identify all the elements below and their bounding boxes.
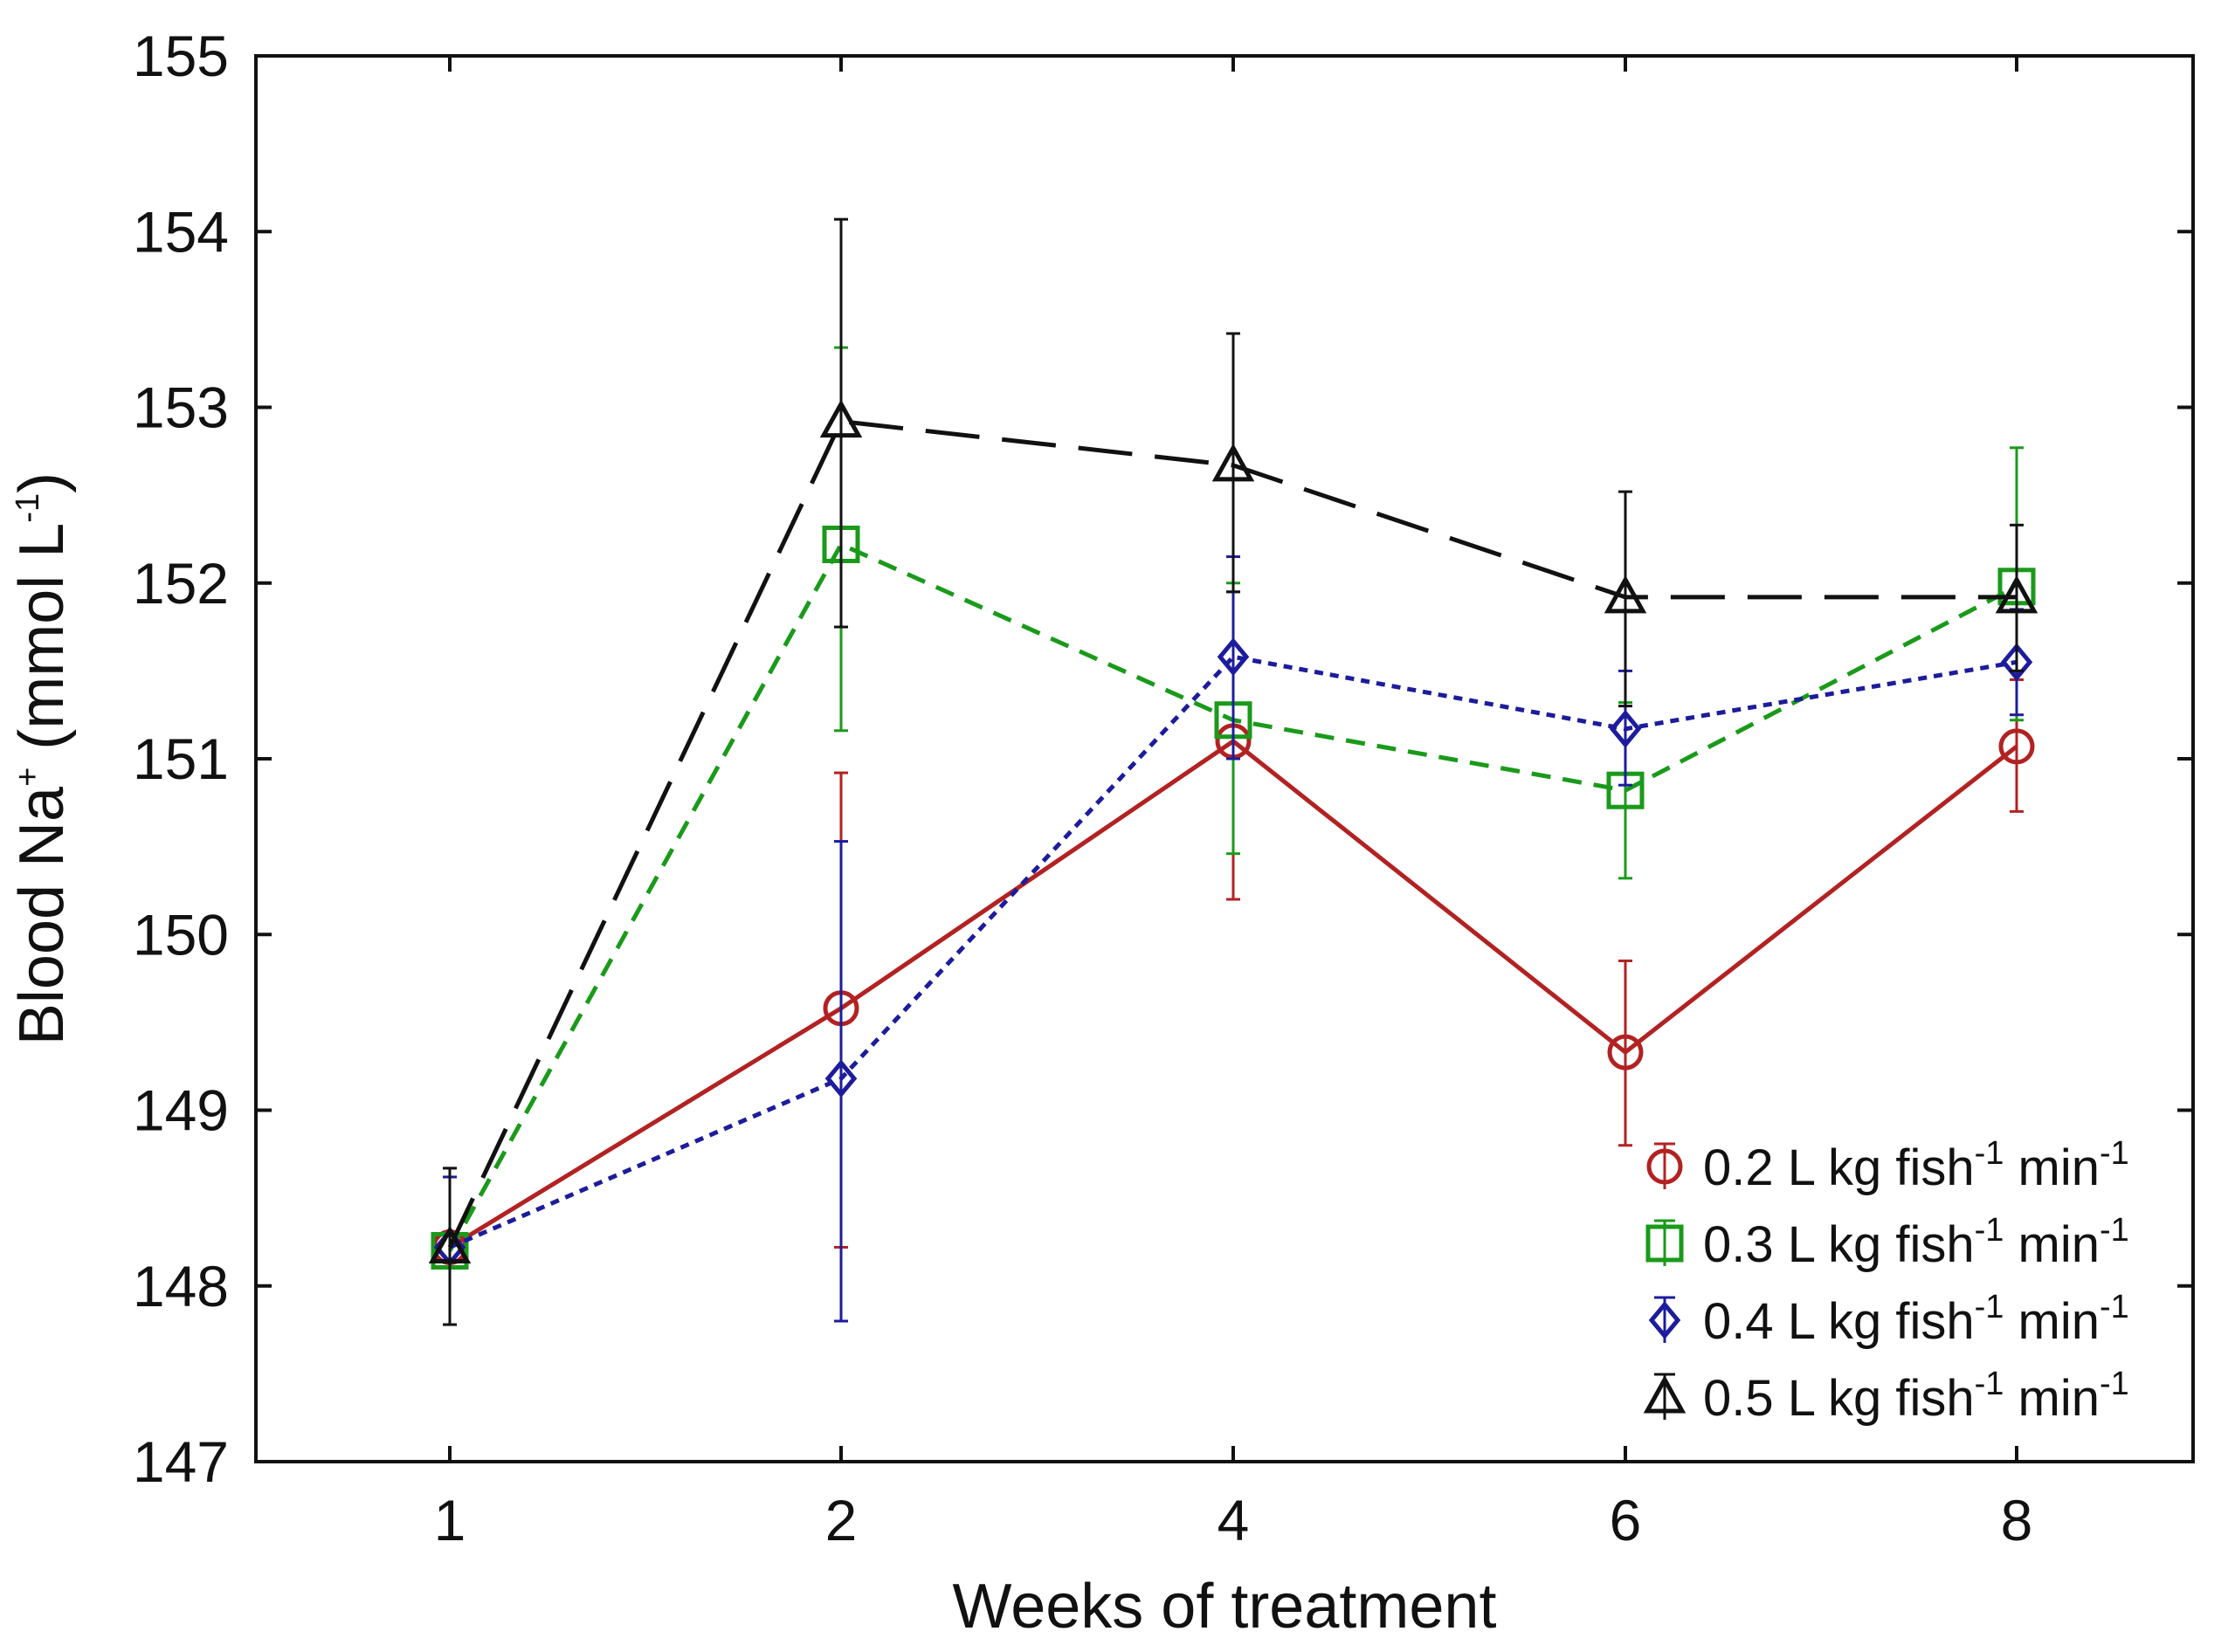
legend-label-part: min [2004, 1139, 2100, 1196]
legend-item: 0.3 L kg fish-1 min-1 [1645, 1212, 2129, 1273]
y-tick-label: 153 [133, 375, 229, 440]
data-point [1998, 728, 2035, 765]
legend-item: 0.2 L kg fish-1 min-1 [1646, 1135, 2129, 1196]
legend-label-part: min [2004, 1293, 2100, 1350]
legend-marker [1648, 1301, 1681, 1339]
y-axis-title-main: Blood Na [7, 786, 77, 1045]
data-point [1995, 575, 2038, 614]
data-point [2000, 643, 2033, 682]
legend-label-part: -1 [1975, 1212, 2004, 1249]
series-3 [433, 555, 2033, 1326]
legend-label-part: -1 [1975, 1135, 2004, 1172]
x-tick-label: 1 [434, 1488, 466, 1552]
y-tick-label: 152 [133, 551, 229, 616]
y-tick-label: 155 [133, 24, 229, 88]
x-axis: 1 2 4 6 8 [434, 56, 2033, 1552]
legend-label-part: 0.3 L kg fish [1703, 1216, 1975, 1273]
y-axis-title-units-sup: -1 [10, 493, 46, 523]
legend-label: 0.3 L kg fish-1 min-1 [1703, 1212, 2129, 1273]
y-tick-label: 149 [133, 1078, 229, 1143]
legend-label-part: 0.5 L kg fish [1703, 1370, 1975, 1427]
data-point [819, 399, 863, 438]
legend-label-part: -1 [1975, 1289, 2004, 1325]
x-tick-label: 8 [2001, 1488, 2033, 1552]
legend-item: 0.5 L kg fish-1 min-1 [1643, 1366, 2129, 1427]
y-tick-label: 154 [133, 199, 229, 264]
series-line [447, 418, 2017, 1249]
legend-label-part: min [2004, 1216, 2100, 1273]
data-point [1217, 637, 1250, 677]
legend-marker [1643, 1374, 1687, 1414]
legend-marker [1646, 1148, 1683, 1185]
data-point [824, 1059, 858, 1098]
legend-label-part: min [2004, 1370, 2100, 1427]
x-axis-title: Weeks of treatment [953, 1572, 1497, 1642]
y-tick-label: 151 [133, 726, 229, 791]
legend-item: 0.4 L kg fish-1 min-1 [1648, 1289, 2129, 1350]
y-tick-label: 150 [133, 902, 229, 967]
legend: 0.2 L kg fish-1 min-10.3 L kg fish-1 min… [1643, 1135, 2129, 1427]
legend-label: 0.4 L kg fish-1 min-1 [1703, 1289, 2129, 1350]
legend-label-part: -1 [2100, 1135, 2129, 1172]
series-line [449, 654, 2018, 1249]
legend-marker [1645, 1224, 1684, 1263]
data-point [1604, 575, 1647, 614]
data-point [1609, 709, 1642, 748]
y-axis-title: Blood Na+ (mmol L-1) [7, 472, 77, 1045]
series-layer [428, 217, 2038, 1326]
legend-label-part: 0.4 L kg fish [1703, 1293, 1975, 1350]
series-4 [428, 217, 2038, 1326]
y-axis-title-close: ) [7, 472, 77, 493]
data-point [1211, 443, 1255, 482]
legend-label-part: -1 [2100, 1366, 2129, 1402]
legend-label-part: 0.2 L kg fish [1703, 1139, 1975, 1196]
legend-label: 0.2 L kg fish-1 min-1 [1703, 1135, 2129, 1196]
legend-label: 0.5 L kg fish-1 min-1 [1703, 1366, 2129, 1427]
data-point [1607, 1034, 1644, 1070]
x-tick-label: 2 [825, 1488, 858, 1552]
legend-label-part: -1 [1975, 1366, 2004, 1402]
x-tick-label: 4 [1217, 1488, 1250, 1552]
y-tick-label: 147 [133, 1429, 229, 1494]
legend-label-part: -1 [2100, 1289, 2129, 1325]
y-axis-title-sup: + [10, 767, 46, 787]
x-tick-label: 6 [1610, 1488, 1642, 1552]
y-axis: 147 148 149 150 151 152 153 154 155 [133, 24, 2193, 1494]
y-axis-title-units: (mmol L [7, 523, 77, 767]
data-point [428, 1225, 472, 1263]
y-tick-label: 148 [133, 1254, 229, 1318]
legend-label-part: -1 [2100, 1212, 2129, 1249]
